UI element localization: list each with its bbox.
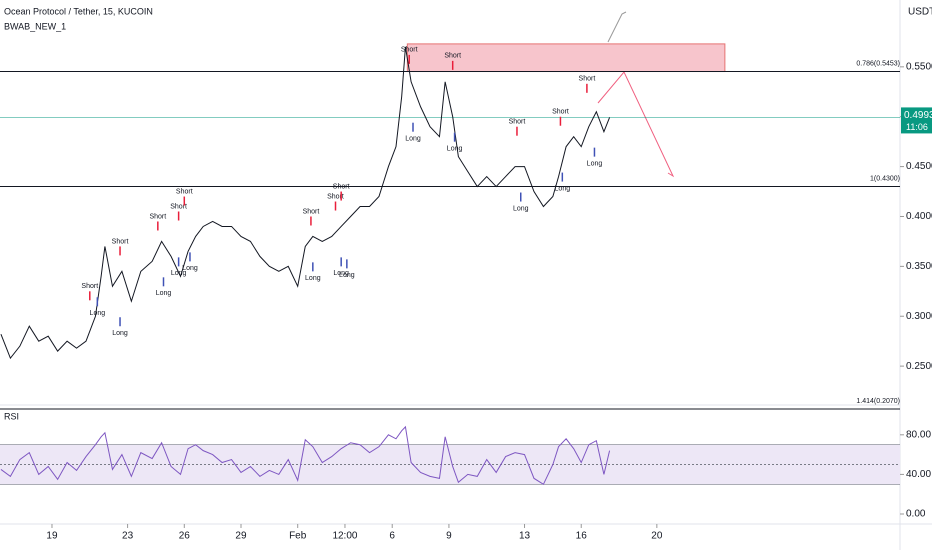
x-tick-label: Feb	[289, 531, 307, 542]
signal-label: Long	[513, 205, 529, 212]
y-tick-label: 40.00	[906, 469, 931, 480]
signal-label: Short	[112, 238, 129, 245]
zone	[406, 43, 726, 73]
indicator-name: BWAB_NEW_1	[4, 21, 66, 31]
signal-label: Long	[112, 330, 128, 337]
signal-label: Short	[327, 193, 344, 200]
signal-label: Short	[444, 53, 461, 60]
signal-label: Long	[171, 270, 187, 277]
x-tick-label: 23	[122, 531, 134, 542]
chart-title: Ocean Protocol / Tether, 15, KUCOIN	[4, 6, 153, 16]
price-line	[0, 46, 611, 360]
signal-label: Short	[509, 119, 526, 126]
signal-label: Long	[182, 265, 198, 272]
fib-label: 1(0.4300)	[870, 175, 900, 182]
signal-label: Short	[170, 203, 187, 210]
signal-label: Long	[339, 272, 355, 279]
x-tick-label: 20	[651, 531, 663, 542]
signal-label: Long	[405, 136, 421, 143]
rsi-title: RSI	[4, 411, 19, 421]
signal-label: Long	[555, 185, 571, 192]
x-tick-label: 13	[519, 531, 531, 542]
x-tick-label: 9	[446, 531, 452, 542]
signal-label: Long	[447, 146, 463, 153]
fib-label: 1.414(0.2070)	[856, 398, 900, 405]
y-axis-label: USDT	[908, 7, 932, 18]
x-tick-label: 6	[389, 531, 395, 542]
x-tick-label: 29	[235, 531, 247, 542]
drawing	[597, 71, 675, 178]
fib-label: 0.786(0.5453)	[856, 60, 900, 67]
last-price-label: 0.4993	[904, 110, 932, 121]
signal-label: Short	[176, 188, 193, 195]
signal-label: Short	[401, 47, 418, 54]
last-price-box	[901, 107, 932, 134]
signal-label: Long	[90, 310, 106, 317]
signal-label: Long	[305, 275, 321, 282]
x-tick-label: 19	[46, 531, 58, 542]
x-tick-label: 26	[179, 531, 191, 542]
y-tick-label: 0.00	[906, 509, 926, 520]
signal-label: Long	[156, 290, 172, 297]
drawing	[607, 11, 627, 43]
x-tick-label: 16	[576, 531, 588, 542]
signal-label: Short	[81, 283, 98, 290]
signal-label: Short	[303, 208, 320, 215]
y-tick-label: 80.00	[906, 429, 931, 440]
signal-label: Short	[333, 183, 350, 190]
y-tick-label: 0.5500	[906, 61, 932, 72]
signal-label: Short	[552, 109, 569, 116]
rsi-line	[0, 425, 611, 486]
signal-label: Long	[333, 270, 349, 277]
x-tick-label: 12:00	[332, 531, 357, 542]
signal-label: Short	[149, 213, 166, 220]
signal-label: Long	[587, 160, 603, 167]
signal-label: Short	[579, 76, 596, 83]
last-price-time: 11:06	[906, 122, 928, 132]
